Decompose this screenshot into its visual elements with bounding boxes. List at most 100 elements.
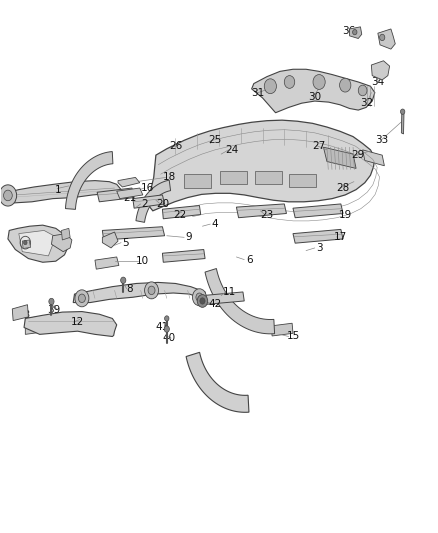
Text: 31: 31 [251,87,265,98]
Text: 15: 15 [286,332,300,342]
Circle shape [148,286,155,295]
Circle shape [313,75,325,90]
Text: 36: 36 [342,26,355,36]
Circle shape [75,290,89,307]
Polygon shape [162,249,205,262]
Circle shape [192,289,206,306]
Text: 18: 18 [162,172,176,182]
Circle shape [358,85,367,96]
Text: 41: 41 [156,322,169,333]
Text: 2: 2 [142,199,148,209]
Polygon shape [102,232,118,248]
Polygon shape [118,177,140,187]
Text: 22: 22 [173,209,187,220]
Text: 32: 32 [360,98,374,108]
Polygon shape [184,174,211,188]
Polygon shape [117,188,143,199]
Text: 6: 6 [246,255,253,264]
Polygon shape [323,147,356,168]
Polygon shape [371,61,390,80]
Circle shape [4,190,12,201]
Circle shape [197,295,208,308]
Circle shape [78,294,85,303]
Polygon shape [8,225,69,262]
Text: 26: 26 [169,141,182,151]
Polygon shape [25,317,37,334]
Polygon shape [148,120,375,211]
Text: 29: 29 [352,150,365,160]
Text: 20: 20 [156,199,169,209]
Circle shape [165,316,169,321]
Polygon shape [378,29,395,49]
Text: 38: 38 [53,238,67,248]
Polygon shape [95,257,119,269]
Polygon shape [401,113,404,134]
Text: 19: 19 [339,209,352,220]
Text: 11: 11 [223,287,237,297]
Text: 25: 25 [208,135,221,146]
Text: 40: 40 [162,333,176,343]
Text: 27: 27 [312,141,326,151]
Circle shape [49,298,54,305]
Polygon shape [65,151,113,209]
Text: 9: 9 [185,232,192,243]
Text: 37: 37 [21,239,34,249]
Polygon shape [12,305,28,320]
Polygon shape [271,323,293,336]
Polygon shape [289,174,316,187]
Polygon shape [205,269,275,334]
Polygon shape [73,282,205,303]
Text: 35: 35 [380,34,393,44]
Polygon shape [162,206,201,219]
Text: 17: 17 [334,232,347,243]
Polygon shape [133,195,165,208]
Text: 28: 28 [336,183,350,193]
Circle shape [284,76,295,88]
Text: 10: 10 [136,256,149,266]
Polygon shape [4,181,121,203]
Circle shape [145,282,159,299]
Text: 8: 8 [127,284,133,294]
Polygon shape [61,228,70,240]
Circle shape [400,109,405,114]
Circle shape [0,185,17,206]
Circle shape [380,34,385,41]
Polygon shape [24,312,117,336]
Polygon shape [350,27,362,38]
Text: 4: 4 [212,219,218,229]
Text: 34: 34 [371,77,385,87]
Text: 13: 13 [18,310,31,320]
Polygon shape [22,240,31,248]
Text: 3: 3 [316,243,322,253]
Polygon shape [237,204,286,217]
Polygon shape [136,180,170,222]
Polygon shape [102,227,165,240]
Text: 5: 5 [122,238,129,248]
Circle shape [196,293,203,302]
Text: 21: 21 [123,192,136,203]
Polygon shape [293,229,343,243]
Text: 14: 14 [36,234,49,244]
Circle shape [339,78,351,92]
Circle shape [264,79,276,94]
Polygon shape [51,233,72,252]
Polygon shape [186,352,249,413]
Polygon shape [97,188,134,202]
Polygon shape [252,69,375,113]
Text: 33: 33 [375,135,389,146]
Circle shape [353,29,357,35]
Text: 42: 42 [208,298,221,309]
Text: 24: 24 [226,145,239,155]
Polygon shape [254,171,282,184]
Polygon shape [19,230,56,256]
Circle shape [24,240,27,245]
Polygon shape [201,292,244,305]
Polygon shape [363,150,385,166]
Text: 23: 23 [260,209,273,220]
Text: 7: 7 [148,290,155,301]
Polygon shape [293,204,343,217]
Text: 39: 39 [47,305,60,315]
Circle shape [120,277,126,284]
Text: 16: 16 [141,183,154,193]
Circle shape [164,326,170,332]
